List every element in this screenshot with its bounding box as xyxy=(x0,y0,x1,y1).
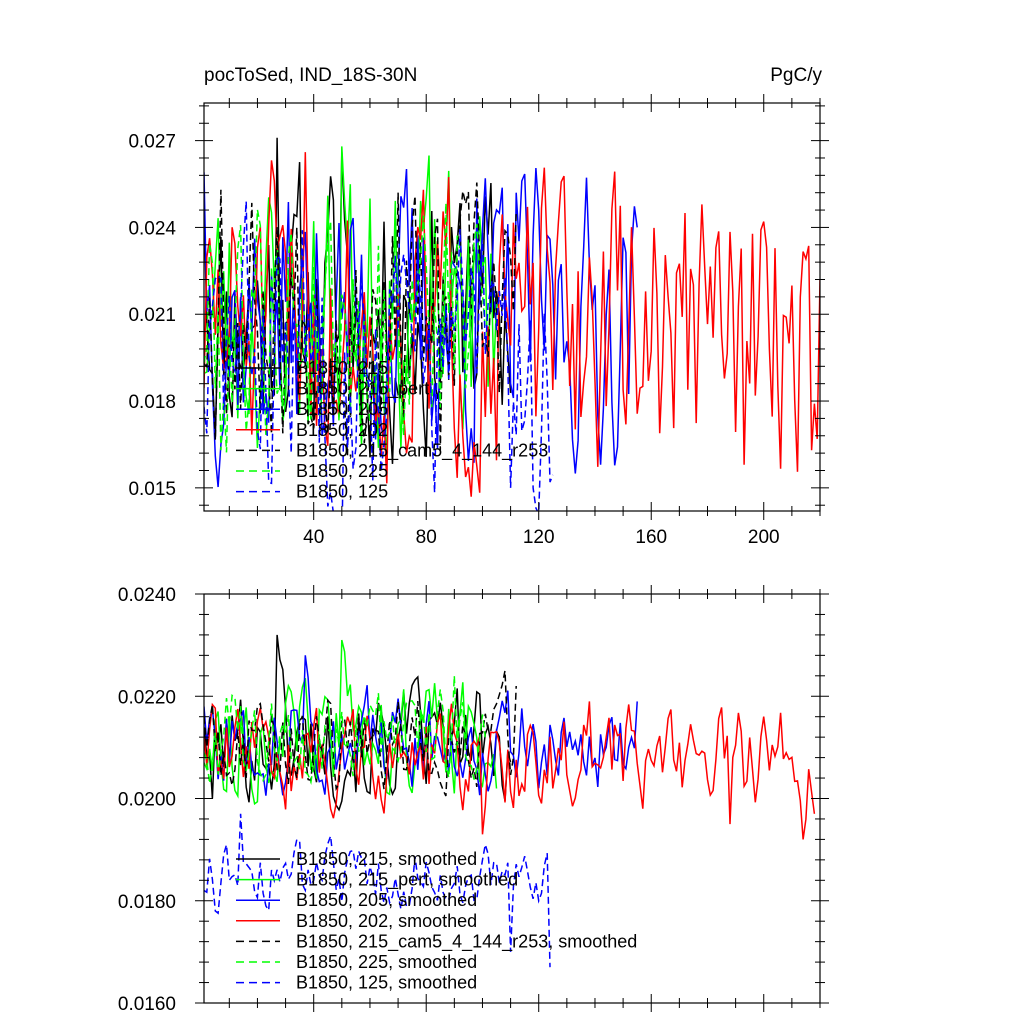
legend-entry: B1850, 215_pert xyxy=(296,379,429,400)
series-line-3 xyxy=(204,167,638,488)
x-tick-label: 40 xyxy=(303,527,324,548)
units-label: PgC/y xyxy=(770,65,822,86)
legend-entry: B1850, 125 xyxy=(296,482,388,502)
x-tick-label: 120 xyxy=(523,527,555,548)
bottom-panel: 0.0160 0.0180 0.0200 0.0220 0.0240 B1850, 215… xyxy=(118,585,829,1015)
legend-entry: B1850, 215_cam5_4_144_r253 xyxy=(296,440,548,461)
plot-frame xyxy=(203,102,821,512)
series-line-4 xyxy=(204,701,816,840)
y-tick-label: 0.0240 xyxy=(118,585,176,606)
legend-entry: B1850, 202 xyxy=(296,420,388,440)
legend-entry: B1850, 205, smoothed xyxy=(296,890,477,910)
chart-title: pocToSed, IND_18S-30N xyxy=(204,65,417,86)
series-line-6 xyxy=(204,675,487,785)
series-line-5 xyxy=(204,670,517,797)
series-line-2 xyxy=(204,639,498,806)
y-tick-label: 0.0160 xyxy=(118,994,176,1015)
y-tick-label: 0.015 xyxy=(128,479,176,500)
top-panel: 40 80 120 160 200 0.015 0.018 0.021 0.024 0.027 B1… xyxy=(128,94,829,548)
legend-entry: B1850, 215, smoothed xyxy=(296,849,477,869)
legend-entry: B1850, 225, smoothed xyxy=(296,952,477,972)
legend-entry: B1850, 215 xyxy=(296,358,388,378)
legend-entry: B1850, 215_cam5_4_144_r253, smoothed xyxy=(296,931,637,952)
y-tick-label: 0.021 xyxy=(128,305,176,326)
y-tick-label: 0.027 xyxy=(128,132,176,153)
legend-entry: B1850, 205 xyxy=(296,399,388,419)
x-tick-label: 160 xyxy=(635,527,667,548)
x-tick-label: 200 xyxy=(748,527,780,548)
series-line-7 xyxy=(204,813,551,968)
y-tick-label: 0.018 xyxy=(128,392,176,413)
series-line-6 xyxy=(204,203,487,453)
legend-entry: B1850, 215_pert, smoothed xyxy=(296,870,518,891)
y-tick-label: 0.0200 xyxy=(118,790,176,811)
y-tick-label: 0.0220 xyxy=(118,687,176,708)
legend-entry: B1850, 225 xyxy=(296,461,388,481)
legend-entry: B1850, 125, smoothed xyxy=(296,973,477,993)
series-line-7 xyxy=(204,201,554,511)
legend-entry: B1850, 202, smoothed xyxy=(296,911,477,931)
y-tick-label: 0.0180 xyxy=(118,892,176,913)
y-tick-label: 0.024 xyxy=(128,218,176,239)
x-tick-label: 80 xyxy=(416,527,437,548)
series-line-5 xyxy=(204,182,517,456)
